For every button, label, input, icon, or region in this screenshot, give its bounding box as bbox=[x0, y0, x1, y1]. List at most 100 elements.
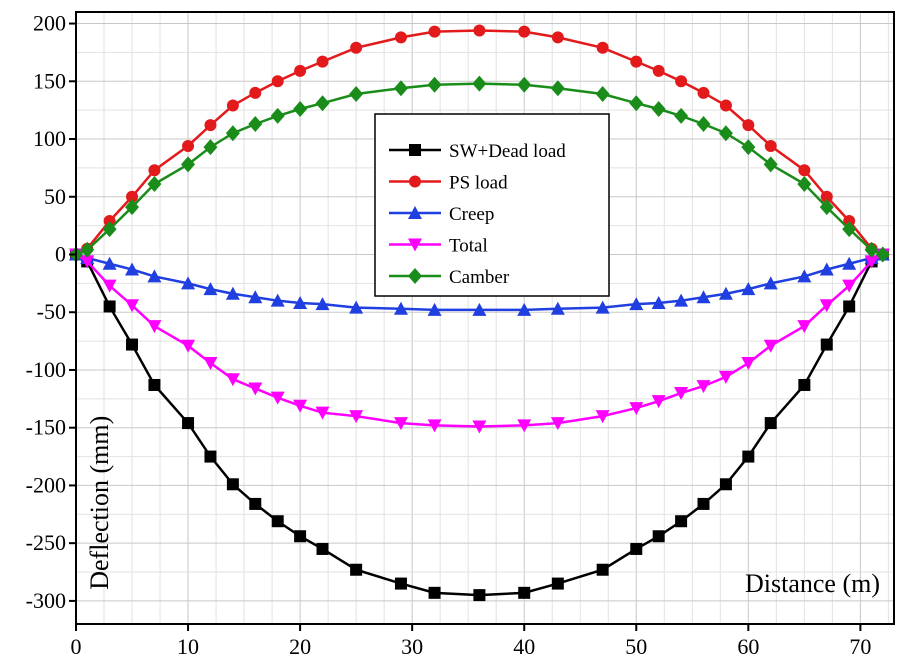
data-point bbox=[742, 119, 755, 132]
data-point bbox=[393, 80, 408, 97]
data-point bbox=[271, 515, 284, 528]
data-point bbox=[596, 41, 609, 54]
data-point bbox=[203, 139, 218, 156]
data-point bbox=[428, 586, 441, 599]
data-point bbox=[517, 76, 532, 93]
data-point bbox=[315, 95, 330, 112]
grid bbox=[75, 12, 894, 624]
data-point bbox=[294, 530, 307, 543]
series-4 bbox=[69, 248, 890, 434]
y-tick-label: -100 bbox=[26, 357, 66, 382]
x-tick-label: 60 bbox=[737, 634, 759, 659]
legend-marker bbox=[408, 238, 422, 252]
data-point bbox=[427, 76, 442, 93]
data-point bbox=[182, 139, 195, 152]
series-3 bbox=[69, 247, 890, 316]
data-point bbox=[652, 530, 665, 543]
data-point bbox=[675, 515, 688, 528]
data-point bbox=[293, 295, 308, 309]
data-point bbox=[393, 301, 408, 315]
data-point bbox=[315, 406, 330, 420]
legend-label: Camber bbox=[449, 267, 510, 288]
data-point bbox=[517, 302, 532, 316]
data-point bbox=[629, 402, 644, 416]
y-tick-label: 50 bbox=[44, 184, 66, 209]
legend-label: Total bbox=[449, 236, 488, 257]
y-tick-label: 200 bbox=[33, 11, 66, 36]
data-point bbox=[428, 25, 441, 38]
data-point bbox=[293, 399, 308, 413]
series-5 bbox=[69, 75, 890, 263]
legend-marker bbox=[409, 144, 421, 156]
data-point bbox=[741, 139, 756, 156]
data-point bbox=[125, 299, 140, 313]
data-point bbox=[875, 246, 890, 263]
data-point bbox=[472, 75, 487, 92]
data-point bbox=[147, 176, 162, 193]
data-point bbox=[225, 125, 240, 142]
y-axis-title: Deflection (mm) bbox=[85, 416, 114, 590]
plot-frame bbox=[75, 11, 895, 625]
data-point bbox=[763, 156, 778, 173]
data-point bbox=[394, 577, 407, 590]
data-point bbox=[651, 100, 666, 117]
data-point bbox=[203, 282, 218, 296]
data-point bbox=[148, 378, 161, 391]
data-point bbox=[103, 215, 116, 228]
legend-item: Total bbox=[389, 236, 488, 257]
y-tick-label: 100 bbox=[33, 126, 66, 151]
data-point bbox=[550, 417, 565, 431]
data-point bbox=[349, 410, 364, 424]
data-point bbox=[674, 293, 689, 307]
legend-item: Creep bbox=[389, 204, 494, 225]
data-point bbox=[819, 299, 834, 313]
data-point bbox=[741, 357, 756, 371]
legend-item: PS load bbox=[389, 173, 508, 194]
data-point bbox=[843, 215, 856, 228]
data-point bbox=[393, 417, 408, 431]
data-point bbox=[696, 290, 711, 304]
y-tick-label: -300 bbox=[26, 588, 66, 613]
data-point bbox=[349, 85, 364, 102]
data-point bbox=[427, 302, 442, 316]
data-point bbox=[764, 417, 777, 430]
x-tick-label: 20 bbox=[289, 634, 311, 659]
data-point bbox=[204, 450, 217, 463]
data-point bbox=[719, 478, 732, 491]
data-point bbox=[696, 380, 711, 394]
data-point bbox=[842, 279, 857, 293]
y-tick-label: 0 bbox=[55, 241, 66, 266]
data-point bbox=[819, 262, 834, 276]
series-1 bbox=[70, 248, 889, 602]
x-tick-label: 10 bbox=[177, 634, 199, 659]
data-point bbox=[718, 286, 733, 300]
data-point bbox=[248, 116, 263, 133]
data-point bbox=[316, 55, 329, 68]
data-point bbox=[147, 320, 162, 334]
data-point bbox=[629, 297, 644, 311]
data-point bbox=[550, 301, 565, 315]
data-point bbox=[147, 269, 162, 283]
data-point bbox=[102, 221, 117, 238]
data-point bbox=[797, 269, 812, 283]
data-point bbox=[294, 64, 307, 77]
legend-item: Camber bbox=[389, 267, 510, 288]
data-point bbox=[864, 255, 879, 269]
data-point bbox=[797, 176, 812, 193]
data-point bbox=[226, 478, 239, 491]
data-point bbox=[630, 542, 643, 555]
data-point bbox=[652, 64, 665, 77]
data-point bbox=[316, 542, 329, 555]
data-point bbox=[225, 373, 240, 387]
data-point bbox=[126, 190, 139, 203]
legend-item: SW+Dead load bbox=[389, 141, 566, 162]
data-point bbox=[315, 297, 330, 311]
x-tick-label: 30 bbox=[401, 634, 423, 659]
data-point bbox=[249, 497, 262, 510]
data-point bbox=[764, 139, 777, 152]
data-point bbox=[517, 419, 532, 433]
data-point bbox=[125, 199, 140, 216]
data-point bbox=[473, 24, 486, 37]
data-point bbox=[518, 586, 531, 599]
